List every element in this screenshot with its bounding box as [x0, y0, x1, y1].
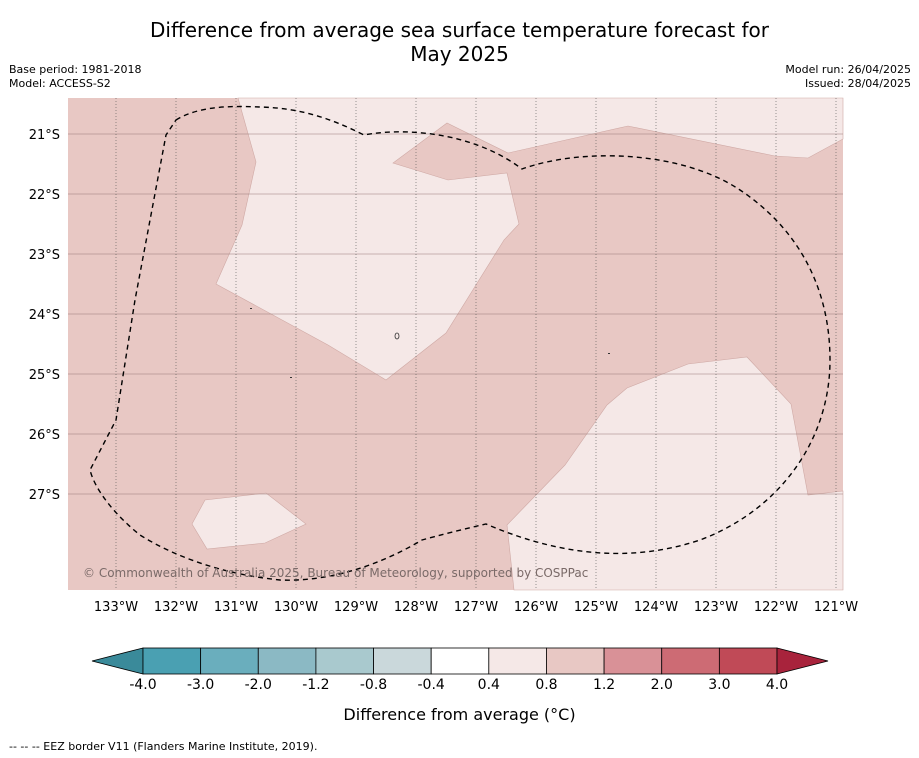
colorbar-label: Difference from average (°C)	[343, 705, 576, 724]
colorbar-extend-low	[91, 647, 144, 675]
lon-label: 131°W	[214, 600, 258, 615]
lat-label: 21°S	[29, 128, 60, 143]
colorbar-tick-label: -1.2	[302, 677, 330, 693]
lon-label: 122°W	[754, 600, 798, 615]
base-period: Base period: 1981-2018	[9, 63, 142, 76]
lat-label: 27°S	[29, 488, 60, 503]
colorbar-segment	[257, 647, 317, 675]
island-marker	[394, 332, 400, 340]
lon-label: 130°W	[274, 600, 318, 615]
colorbar-tick-label: -2.0	[244, 677, 272, 693]
lon-gridlines	[115, 98, 837, 590]
copyright-notice: © Commonwealth of Australia 2025, Bureau…	[83, 566, 588, 580]
colorbar-segment	[373, 647, 432, 675]
lon-label: 133°W	[94, 600, 138, 615]
colorbar-tick-label: -4.0	[129, 677, 157, 693]
island-marker	[290, 377, 292, 378]
lon-label: 127°W	[454, 600, 498, 615]
colorbar-tick-label: 0.4	[477, 677, 500, 693]
lon-label: 124°W	[634, 600, 678, 615]
title-line-1: Difference from average sea surface temp…	[149, 18, 769, 42]
colorbar-tick-label: 3.0	[708, 677, 731, 693]
island-marker	[250, 308, 252, 309]
meta-right: Model run: 26/04/2025 Issued: 28/04/2025	[785, 63, 911, 91]
lat-label: 25°S	[29, 368, 60, 383]
anomaly-patches	[191, 97, 844, 591]
island-marker	[608, 353, 610, 354]
lon-label: 128°W	[394, 600, 438, 615]
model-name: Model: ACCESS-S2	[9, 77, 111, 90]
title-line-2: May 2025	[410, 42, 509, 66]
colorbar-tick-label: -3.0	[186, 677, 215, 693]
colorbar-tick-label: 2.0	[650, 677, 673, 693]
lon-label: 129°W	[334, 600, 378, 615]
lon-label: 132°W	[154, 600, 198, 615]
issued-date: Issued: 28/04/2025	[804, 77, 911, 90]
colorbar-tick-label: -0.4	[417, 677, 445, 693]
eez-footnote: -- -- -- EEZ border V11 (Flanders Marine…	[9, 740, 318, 753]
lon-label: 125°W	[574, 600, 618, 615]
colorbar-tick-label: 4.0	[765, 677, 789, 693]
colorbar	[91, 647, 829, 675]
meta-left: Base period: 1981-2018 Model: ACCESS-S2	[9, 63, 141, 91]
lat-label: 26°S	[29, 428, 60, 443]
lat-gridlines	[68, 133, 843, 495]
colorbar-segment	[661, 647, 720, 675]
patch-north-west	[215, 97, 844, 381]
patch-south-west	[191, 492, 307, 550]
lat-label: 23°S	[29, 248, 60, 263]
lon-label: 121°W	[814, 600, 858, 615]
colorbar-segment	[200, 647, 259, 675]
colorbar-tick-label: 1.2	[592, 677, 616, 693]
patch-south-east	[506, 356, 844, 591]
model-run: Model run: 26/04/2025	[785, 63, 911, 76]
lon-label: 126°W	[514, 600, 558, 615]
colorbar-segment	[718, 647, 778, 675]
lon-label: 123°W	[694, 600, 738, 615]
colorbar-segment	[430, 647, 490, 675]
map-title: Difference from average sea surface temp…	[0, 18, 919, 66]
colorbar-tick-label: -0.8	[359, 677, 388, 693]
colorbar-segment	[142, 647, 202, 675]
lat-label: 24°S	[29, 308, 60, 323]
lat-labels: 21°S 22°S 23°S 24°S 25°S 26°S 27°S	[29, 128, 60, 503]
colorbar-segment	[603, 647, 663, 675]
lat-label: 22°S	[29, 188, 60, 203]
colorbar-segment	[546, 647, 605, 675]
lon-labels: 133°W 132°W 131°W 130°W 129°W 128°W 127°…	[94, 600, 858, 615]
colorbar-segment	[315, 647, 374, 675]
colorbar-tick-label: 0.8	[535, 677, 558, 693]
colorbar-segment	[488, 647, 547, 675]
colorbar-extend-high	[776, 647, 829, 675]
